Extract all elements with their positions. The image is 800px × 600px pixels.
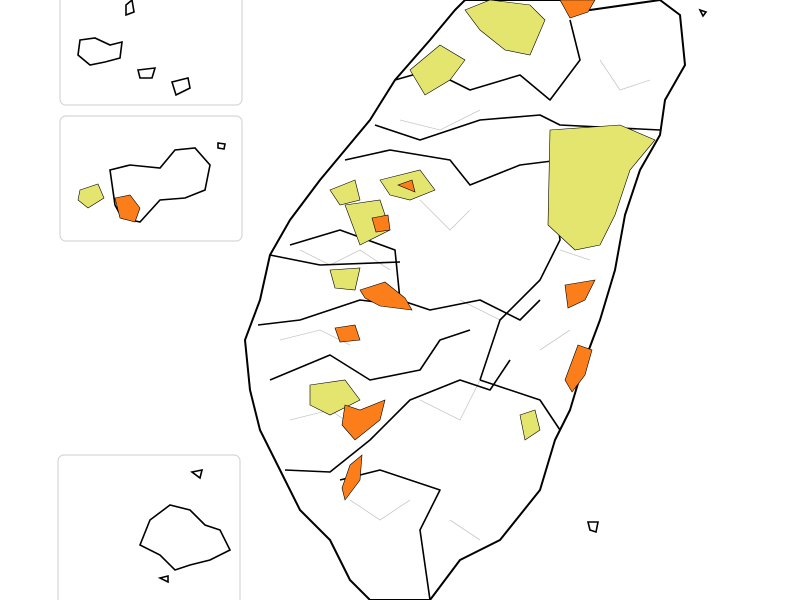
highlighted-area [559,0,596,19]
island [698,8,708,18]
county-border [344,149,561,186]
island [217,142,226,150]
county-border [289,229,541,321]
highlighted-area [359,281,413,311]
island [77,37,123,66]
highlighted-area [519,409,541,441]
highlighted-area [371,214,391,233]
highlighted-area [77,183,105,209]
highlighted-area [334,324,361,343]
county-border [339,469,441,600]
island [170,77,191,97]
island [190,468,204,480]
county-borders [257,19,661,600]
highlighted-area [464,0,546,56]
county-border [269,254,401,266]
highlighted-area [409,44,466,96]
highlighted-area [564,344,593,393]
island [125,0,135,17]
highlighted-area [547,124,656,251]
insets [57,0,708,600]
county-border [269,329,471,381]
highlighted-area [329,267,361,291]
highlighted-area [397,179,416,193]
inset-box [59,0,243,106]
county-border [374,114,661,141]
island [157,574,169,584]
highlighted-area [341,399,386,441]
island [138,504,232,571]
highlighted-areas [77,0,656,501]
county-border [284,359,511,473]
highlighted-area [329,179,361,206]
highlighted-area [564,279,596,309]
island [137,67,157,79]
highlighted-area [114,194,141,223]
highlighted-area [341,454,363,501]
island [586,521,599,534]
main-island [244,0,686,600]
